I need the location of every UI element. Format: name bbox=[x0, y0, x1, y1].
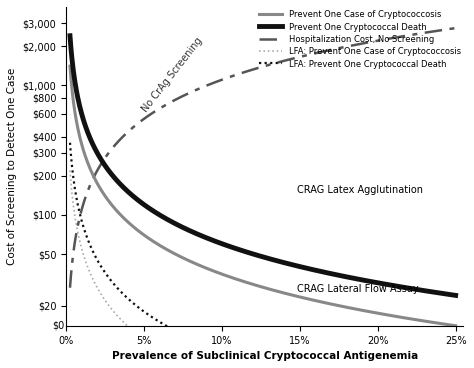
Text: No CrAg Screening: No CrAg Screening bbox=[140, 36, 204, 114]
Text: CRAG Latex Agglutination: CRAG Latex Agglutination bbox=[297, 185, 423, 195]
Text: $0: $0 bbox=[53, 321, 65, 331]
Y-axis label: Cost of Screening to Detect One Case: Cost of Screening to Detect One Case bbox=[7, 68, 17, 265]
Text: CRAG Lateral Flow Assay: CRAG Lateral Flow Assay bbox=[297, 284, 419, 294]
Legend: Prevent One Case of Cryptococcosis, Prevent One Cryptococcal Death, Hospitalizat: Prevent One Case of Cryptococcosis, Prev… bbox=[256, 8, 463, 71]
X-axis label: Prevalence of Subclinical Cryptococcal Antigenemia: Prevalence of Subclinical Cryptococcal A… bbox=[112, 351, 418, 361]
